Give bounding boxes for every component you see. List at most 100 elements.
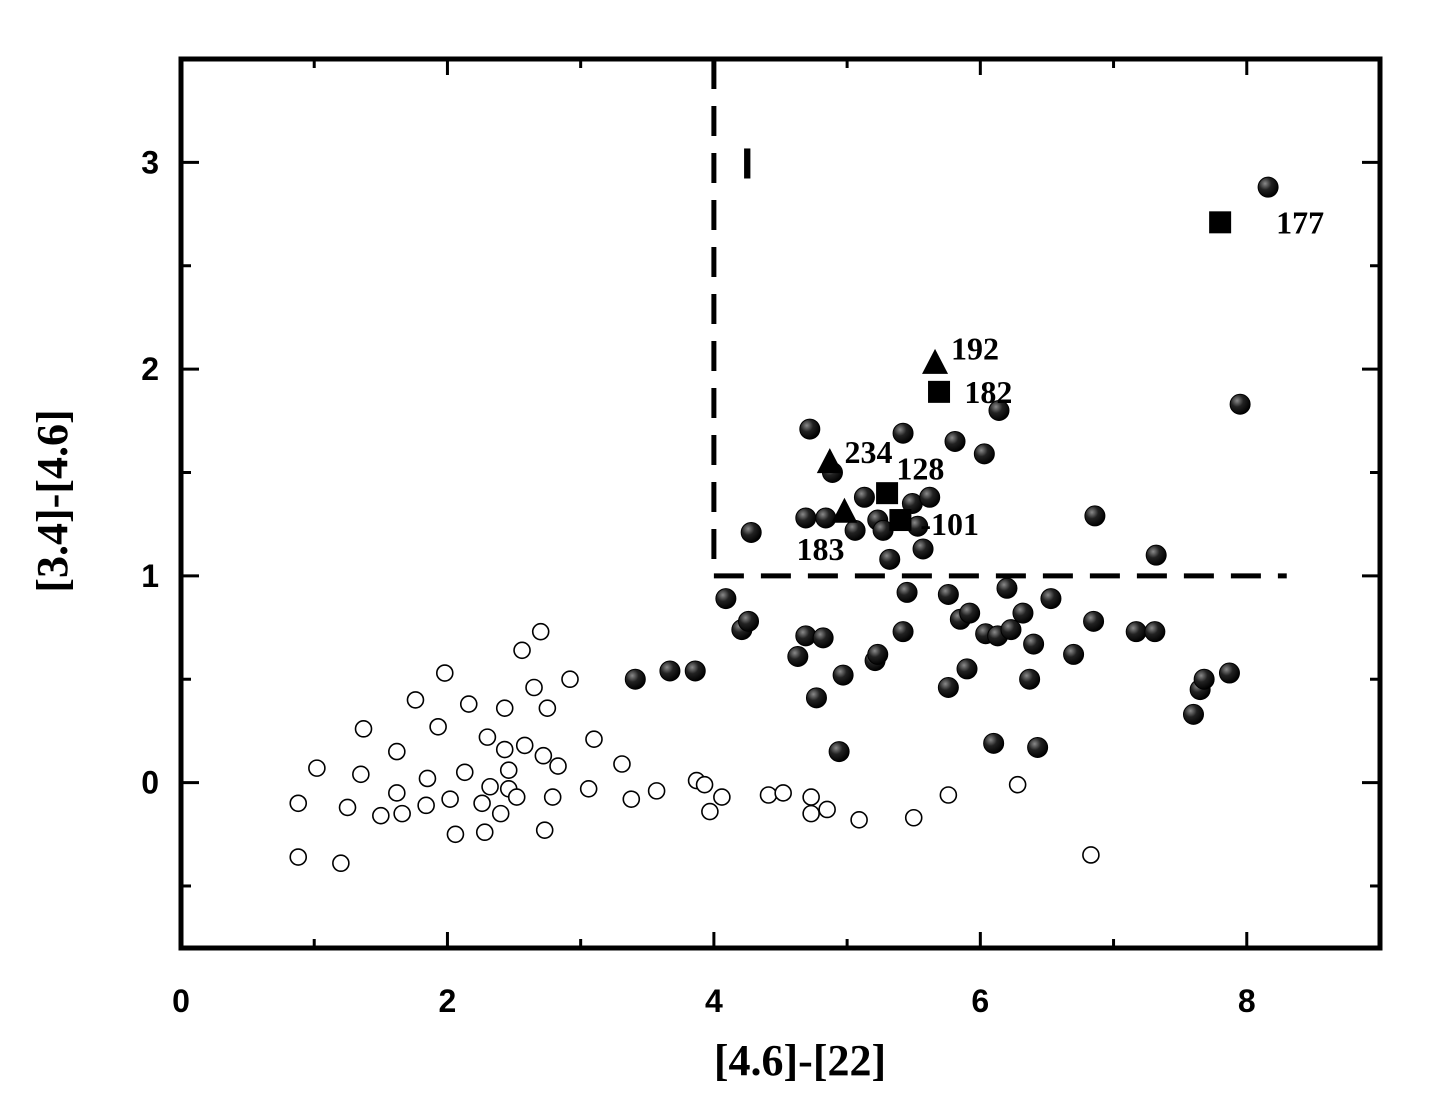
x-tick-label: 6 (971, 983, 989, 1019)
plot-frame (178, 56, 1383, 951)
filled-sphere-point (1084, 505, 1106, 527)
filled-sphere-point (937, 677, 959, 699)
open-circle-point (441, 790, 459, 808)
open-circle-point (388, 742, 406, 761)
point-annotation: 192 (951, 330, 999, 366)
point-annotation: 234 (844, 434, 892, 470)
open-circle-point (499, 761, 518, 780)
filled-square-point (1209, 211, 1232, 234)
open-circle-point (406, 691, 425, 709)
filled-sphere-point (805, 687, 827, 709)
open-circle-point (418, 769, 437, 788)
open-circle-point (535, 821, 554, 839)
open-circle-point (531, 622, 550, 641)
filled-sphere-point (684, 660, 706, 682)
filled-sphere-point (1012, 602, 1034, 624)
open-circle-point (429, 717, 447, 736)
open-circle-point (561, 670, 579, 689)
filled-sphere-point (1023, 633, 1045, 655)
filled-sphere-point (919, 486, 941, 508)
filled-sphere-point (1040, 588, 1062, 610)
y-tick-label: 2 (141, 351, 159, 387)
open-circle-point (534, 746, 553, 765)
filled-sphere-point (996, 577, 1018, 599)
filled-sphere-point (738, 610, 760, 632)
open-circle-point (515, 736, 534, 755)
filled-sphere-point (799, 418, 821, 440)
open-circle-point (289, 848, 308, 866)
open-circle-point (481, 777, 499, 796)
open-circle-point (495, 699, 514, 717)
filled-sphere-point (937, 583, 959, 605)
open-circle-point (507, 788, 526, 806)
point-annotation: -101 (920, 506, 979, 542)
filled-sphere-point (812, 627, 834, 649)
open-circle-point (478, 728, 497, 746)
open-circle-point (850, 811, 868, 829)
open-circle-point (354, 720, 373, 738)
filled-sphere-point (795, 507, 817, 529)
open-circle-point (455, 763, 474, 782)
filled-sphere-point (853, 486, 875, 508)
open-circle-point (802, 804, 820, 823)
x-tick-label: 8 (1238, 983, 1256, 1019)
filled-square-point (876, 482, 899, 505)
filled-sphere-point (1257, 176, 1279, 198)
point-annotation: 128 (896, 450, 944, 486)
divider-lines: I (711, 59, 1287, 579)
open-circle-point (543, 788, 562, 806)
open-circle-point (491, 804, 510, 823)
point-annotation: 177 (1276, 204, 1324, 240)
filled-triangle-point (922, 348, 949, 374)
filled-sphere-point (624, 668, 646, 690)
filled-sphere-point (944, 430, 966, 452)
filled-sphere-point (1193, 668, 1215, 690)
axis-ticks: 0 2 4 6 8 0 1 2 3 (141, 59, 1380, 1019)
open-circle-point (759, 786, 778, 804)
open-circle-point (417, 796, 435, 815)
open-circle-point (372, 806, 390, 825)
filled-sphere-point (973, 443, 995, 465)
filled-sphere-point (659, 660, 681, 682)
open-circle-point (647, 782, 666, 800)
open-circle-point (308, 759, 326, 777)
open-circle-point (695, 775, 714, 794)
open-circle-point (802, 788, 820, 806)
filled-sphere-point (959, 602, 981, 624)
x-axis-title: [4.6]-[22] (714, 1036, 886, 1085)
point-annotation: 183 (796, 531, 844, 567)
open-circle-point (1082, 846, 1100, 864)
filled-sphere-point (1027, 736, 1049, 758)
filled-sphere-point (1182, 703, 1204, 725)
y-tick-label: 1 (141, 558, 159, 594)
filled-sphere-point (1125, 621, 1147, 643)
filled-sphere-point (1000, 619, 1022, 641)
open-circle-point (585, 730, 603, 748)
region-label: I (741, 139, 753, 188)
y-axis-title: [3.4]-[4.6] (28, 409, 77, 592)
filled-sphere-point (896, 581, 918, 603)
open-circle-point (1008, 775, 1027, 794)
filled-sphere-point (988, 399, 1010, 421)
y-tick-label: 0 (141, 765, 159, 801)
open-circle-point (713, 788, 731, 806)
filled-sphere-point (844, 519, 866, 541)
x-tick-label: 4 (705, 983, 723, 1019)
open-circle-point (338, 798, 357, 817)
filled-sphere-point (740, 521, 762, 543)
filled-sphere-point (1019, 668, 1041, 690)
x-tick-label: 0 (172, 983, 190, 1019)
filled-sphere-point (983, 732, 1005, 754)
open-circle-point (289, 794, 308, 813)
filled-sphere-point (892, 621, 914, 643)
open-circle-point (538, 699, 557, 717)
open-circle-point (332, 854, 350, 873)
filled-sphere-point (787, 645, 809, 667)
open-circle-point (613, 755, 631, 773)
filled-sphere-point (867, 643, 889, 665)
open-circle-point (549, 757, 567, 775)
open-circle-point (513, 641, 531, 660)
point-annotation: 182 (964, 374, 1012, 410)
filled-sphere-point (1083, 610, 1105, 632)
open-circle-point (352, 765, 370, 784)
